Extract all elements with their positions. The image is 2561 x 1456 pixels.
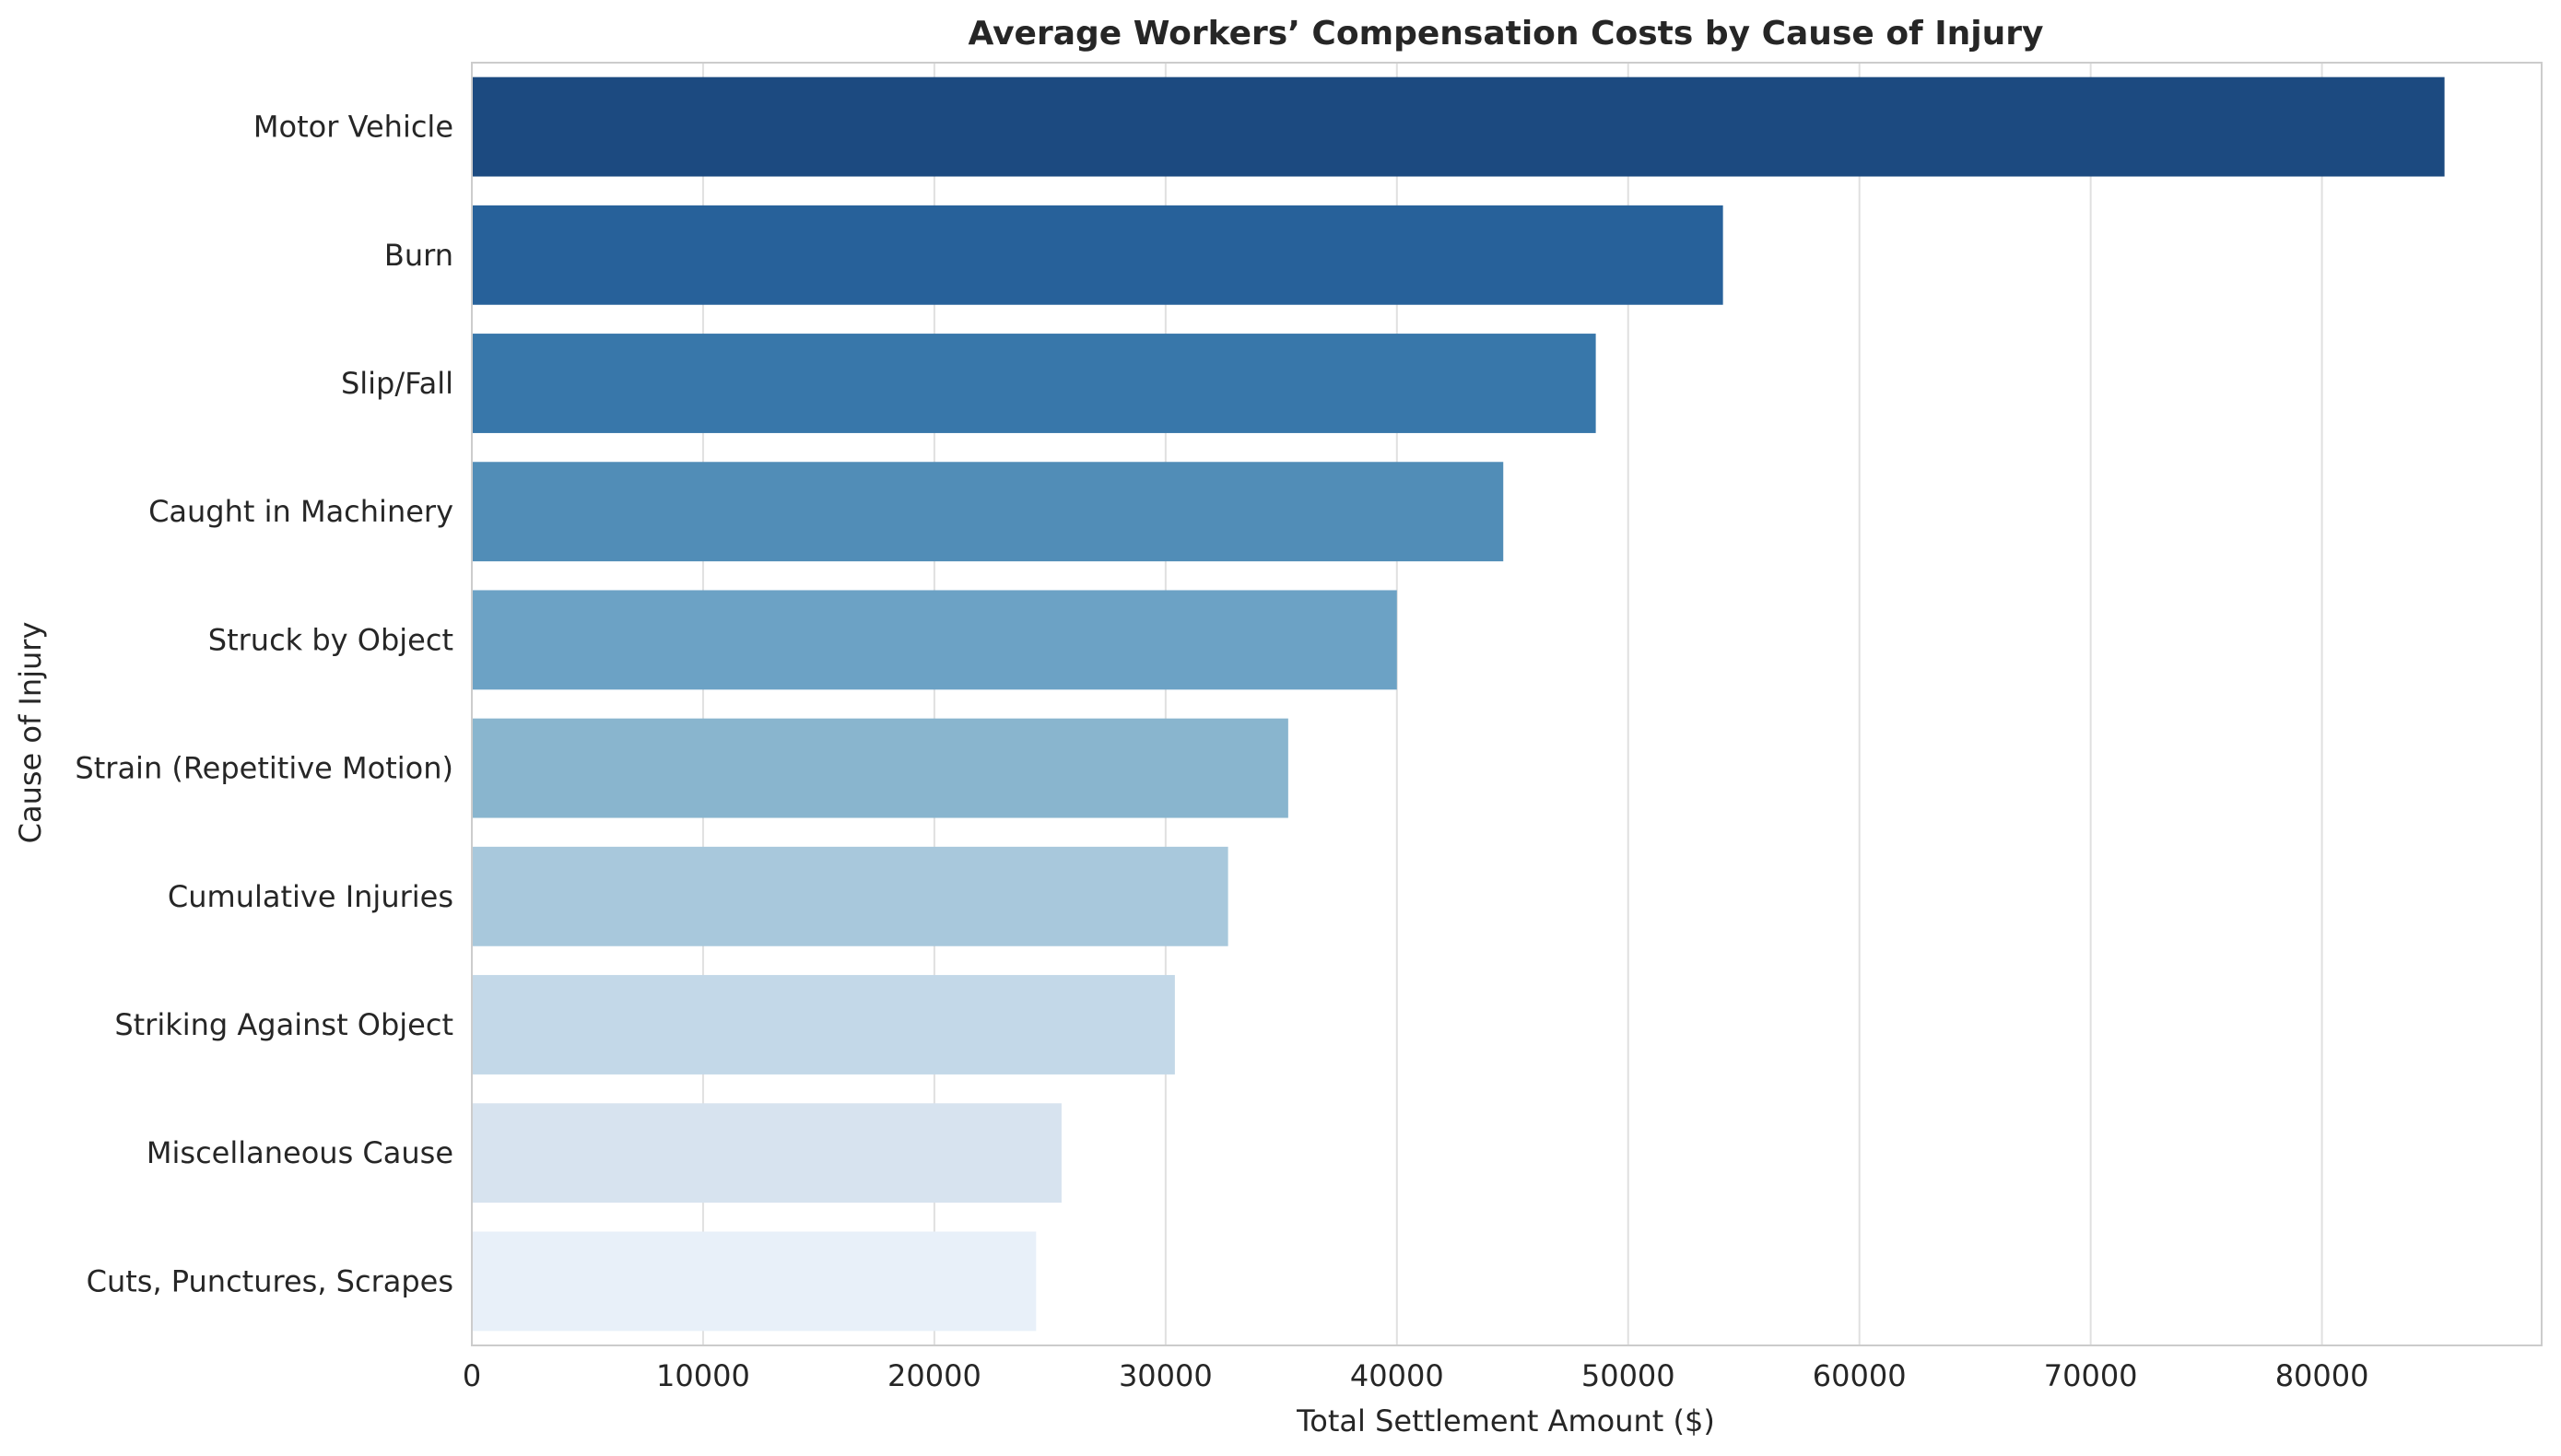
x-tick-label: 30000	[1119, 1358, 1213, 1393]
x-tick-label: 50000	[1581, 1358, 1675, 1393]
bar	[472, 975, 1175, 1074]
y-tick-label: Cuts, Punctures, Scrapes	[87, 1263, 453, 1298]
x-tick-label: 20000	[887, 1358, 981, 1393]
y-tick-label: Burn	[384, 238, 453, 273]
bar	[472, 718, 1288, 818]
bar	[472, 1231, 1037, 1332]
x-tick-label: 10000	[656, 1358, 750, 1393]
x-tick-labels: 0 10000 20000 30000 40000 50000 60000 70000 8000…	[463, 1358, 2369, 1393]
x-axis-label: Total Settlement Amount ($)	[1296, 1403, 1715, 1438]
x-tick-label: 70000	[2044, 1358, 2138, 1393]
y-tick-label: Cumulative Injuries	[168, 879, 453, 914]
bar	[472, 462, 1504, 562]
bar	[472, 1103, 1062, 1204]
y-tick-label: Strain (Repetitive Motion)	[75, 751, 453, 786]
bar	[472, 590, 1397, 690]
bar	[472, 76, 2445, 177]
bar	[472, 846, 1228, 946]
y-tick-label: Motor Vehicle	[253, 110, 453, 145]
bar	[472, 205, 1723, 305]
y-axis-label: Cause of Injury	[13, 622, 48, 844]
bars	[472, 76, 2445, 1332]
plot-frame	[471, 62, 2543, 1346]
y-tick-label: Slip/Fall	[341, 366, 453, 401]
bar	[472, 334, 1596, 433]
y-tick-label: Miscellaneous Cause	[147, 1135, 453, 1170]
y-tick-labels: Motor Vehicle Burn Slip/Fall Caught in Mach…	[75, 110, 453, 1299]
y-tick-label: Striking Against Object	[114, 1007, 453, 1042]
y-tick-label: Caught in Machinery	[148, 494, 453, 529]
x-tick-label: 40000	[1350, 1358, 1444, 1393]
y-tick-label: Struck by Object	[208, 622, 453, 657]
x-tick-label: 0	[463, 1358, 481, 1393]
chart-title: Average Workers’ Compensation Costs by C…	[969, 15, 2044, 53]
x-tick-label: 80000	[2275, 1358, 2369, 1393]
x-tick-label: 60000	[1813, 1358, 1907, 1393]
